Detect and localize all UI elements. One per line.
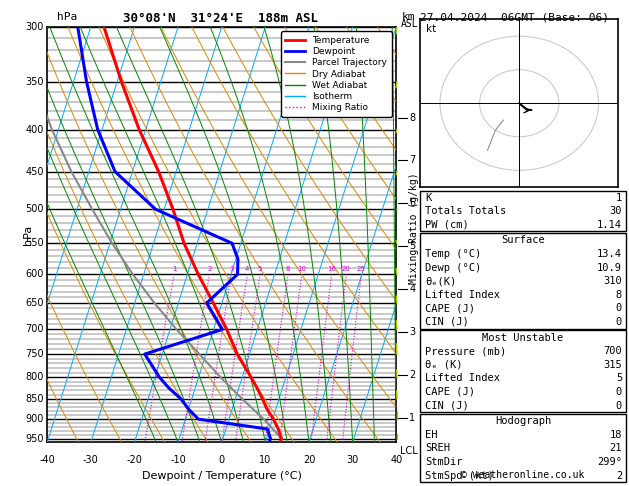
Text: 950: 950 (25, 434, 43, 444)
Text: 550: 550 (25, 238, 43, 248)
Text: Most Unstable: Most Unstable (482, 332, 564, 343)
Text: 0: 0 (616, 400, 622, 411)
Text: 2: 2 (409, 370, 415, 380)
Text: θₑ (K): θₑ (K) (425, 360, 463, 370)
Text: EH: EH (425, 430, 438, 440)
Text: 27.04.2024  06GMT (Base: 06): 27.04.2024 06GMT (Base: 06) (420, 12, 609, 22)
Text: Hodograph: Hodograph (495, 416, 551, 426)
Text: PW (cm): PW (cm) (425, 220, 469, 230)
Text: 310: 310 (603, 276, 622, 286)
Text: 450: 450 (25, 167, 43, 176)
Text: 1: 1 (172, 266, 176, 272)
Text: CIN (J): CIN (J) (425, 400, 469, 411)
Text: Pressure (mb): Pressure (mb) (425, 346, 506, 356)
Text: 2: 2 (616, 470, 622, 481)
Text: SREH: SREH (425, 443, 450, 453)
Text: LCL: LCL (401, 446, 418, 456)
Text: 18: 18 (610, 430, 622, 440)
Text: 5: 5 (616, 373, 622, 383)
Text: 315: 315 (603, 360, 622, 370)
Text: 10: 10 (259, 455, 272, 465)
Text: 20: 20 (303, 455, 315, 465)
Text: -20: -20 (126, 455, 142, 465)
Text: 650: 650 (25, 298, 43, 308)
Text: 4: 4 (245, 266, 250, 272)
Text: Dewpoint / Temperature (°C): Dewpoint / Temperature (°C) (142, 471, 302, 481)
Text: 25: 25 (357, 266, 365, 272)
Text: 13.4: 13.4 (597, 249, 622, 259)
Text: 299°: 299° (597, 457, 622, 467)
Text: 3: 3 (409, 327, 415, 337)
Text: 1: 1 (616, 192, 622, 203)
Text: 21: 21 (610, 443, 622, 453)
Text: 600: 600 (25, 269, 43, 279)
Text: 7: 7 (409, 156, 415, 165)
Text: -30: -30 (83, 455, 99, 465)
Text: 6: 6 (409, 198, 415, 208)
Text: -10: -10 (170, 455, 186, 465)
Text: Temp (°C): Temp (°C) (425, 249, 481, 259)
Text: 900: 900 (25, 414, 43, 424)
Text: 16: 16 (327, 266, 337, 272)
Text: 30: 30 (347, 455, 359, 465)
Text: 10.9: 10.9 (597, 262, 622, 273)
Text: 5: 5 (409, 241, 415, 251)
Text: 700: 700 (603, 346, 622, 356)
Text: 700: 700 (25, 325, 43, 334)
Legend: Temperature, Dewpoint, Parcel Trajectory, Dry Adiabat, Wet Adiabat, Isotherm, Mi: Temperature, Dewpoint, Parcel Trajectory… (281, 31, 392, 117)
Text: Dewp (°C): Dewp (°C) (425, 262, 481, 273)
Text: Totals Totals: Totals Totals (425, 206, 506, 216)
Text: 2: 2 (207, 266, 211, 272)
Text: 400: 400 (25, 124, 43, 135)
Text: 0: 0 (616, 317, 622, 327)
Text: hPa: hPa (23, 225, 33, 244)
Text: StmSpd (kt): StmSpd (kt) (425, 470, 494, 481)
Text: 4: 4 (409, 284, 415, 294)
Text: Surface: Surface (501, 235, 545, 245)
Text: Mixing Ratio (g/kg): Mixing Ratio (g/kg) (409, 173, 419, 284)
Text: 20: 20 (342, 266, 351, 272)
Text: 1: 1 (409, 413, 415, 423)
Text: 350: 350 (25, 77, 43, 87)
Text: 800: 800 (25, 372, 43, 382)
Text: Lifted Index: Lifted Index (425, 290, 500, 300)
Text: 8: 8 (616, 290, 622, 300)
Text: CAPE (J): CAPE (J) (425, 387, 475, 397)
Text: Lifted Index: Lifted Index (425, 373, 500, 383)
Text: -40: -40 (39, 455, 55, 465)
Text: 8: 8 (409, 113, 415, 122)
Text: km: km (401, 12, 415, 22)
Text: θₑ(K): θₑ(K) (425, 276, 457, 286)
Text: 30: 30 (610, 206, 622, 216)
Text: 3: 3 (229, 266, 233, 272)
Text: 5: 5 (258, 266, 262, 272)
Text: 300: 300 (25, 22, 43, 32)
Text: kt: kt (426, 24, 437, 35)
Text: 1.14: 1.14 (597, 220, 622, 230)
Text: 8: 8 (286, 266, 291, 272)
Text: CIN (J): CIN (J) (425, 317, 469, 327)
Text: © weatheronline.co.uk: © weatheronline.co.uk (461, 469, 585, 480)
Text: hPa: hPa (57, 12, 77, 22)
Text: 30°08'N  31°24'E  188m ASL: 30°08'N 31°24'E 188m ASL (123, 12, 318, 25)
Text: 0: 0 (616, 387, 622, 397)
Text: 750: 750 (25, 349, 43, 359)
Text: 40: 40 (390, 455, 403, 465)
Text: 10: 10 (298, 266, 306, 272)
Text: K: K (425, 192, 431, 203)
Text: CAPE (J): CAPE (J) (425, 303, 475, 313)
Text: StmDir: StmDir (425, 457, 463, 467)
Text: 0: 0 (616, 303, 622, 313)
Text: 0: 0 (219, 455, 225, 465)
Text: 850: 850 (25, 394, 43, 404)
Text: ASL: ASL (401, 19, 419, 30)
Text: 500: 500 (25, 204, 43, 214)
